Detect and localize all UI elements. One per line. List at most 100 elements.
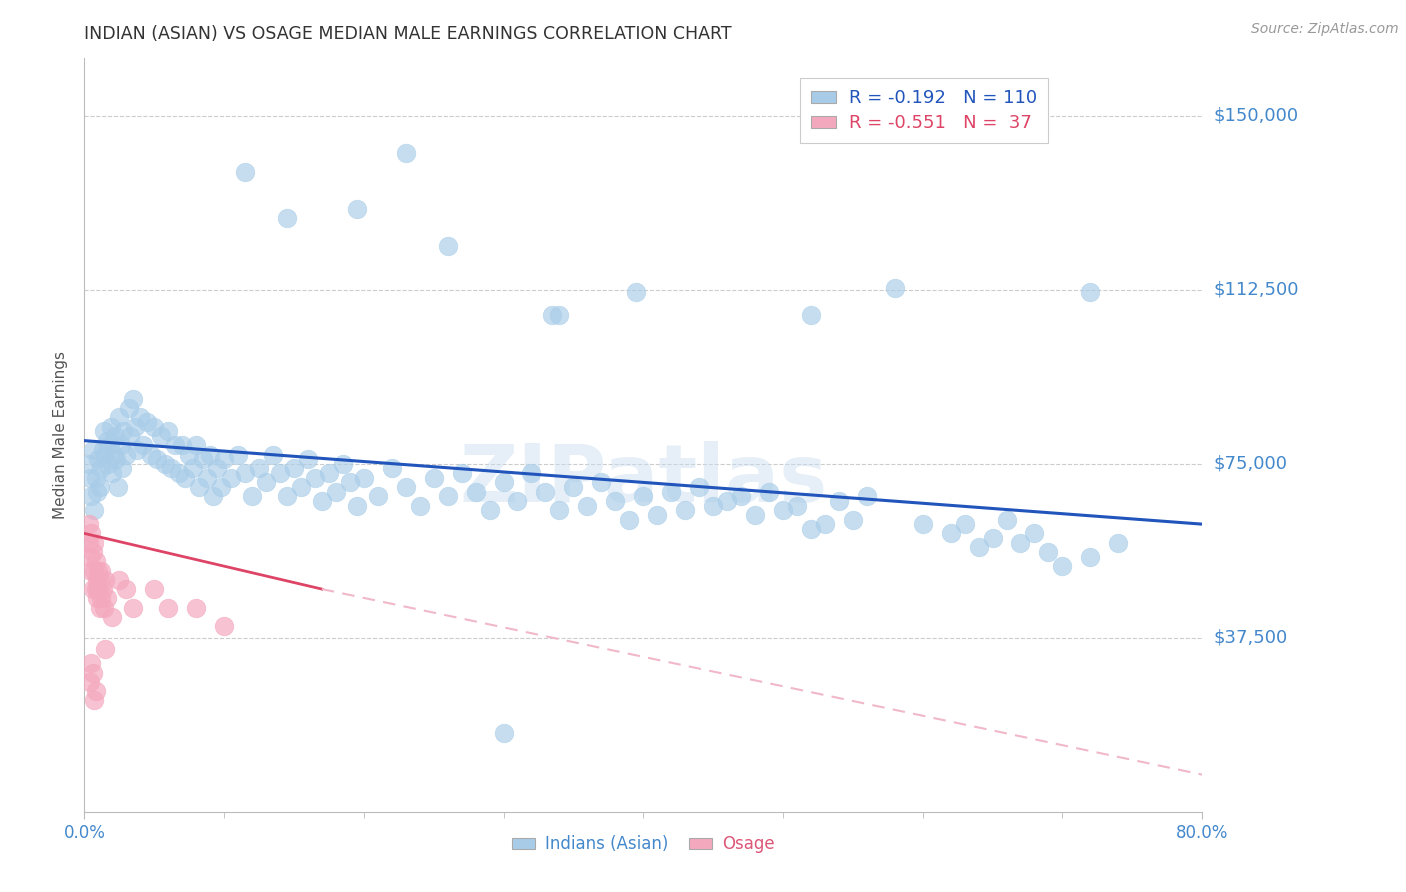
- Point: [1052, 558, 1074, 573]
- Point: [828, 494, 851, 508]
- Point: [87, 582, 110, 596]
- Point: [174, 471, 197, 485]
- Point: [619, 512, 641, 526]
- Point: [673, 503, 696, 517]
- Point: [77, 457, 100, 471]
- Point: [80, 526, 103, 541]
- Point: [688, 480, 710, 494]
- Point: [800, 522, 823, 536]
- Text: $150,000: $150,000: [1213, 107, 1298, 125]
- Point: [195, 471, 218, 485]
- Point: [79, 674, 101, 689]
- Point: [186, 438, 208, 452]
- Point: [100, 419, 122, 434]
- Point: [633, 489, 655, 503]
- Point: [127, 442, 149, 457]
- Point: [120, 429, 142, 443]
- Point: [911, 517, 934, 532]
- Point: [87, 582, 110, 596]
- Point: [86, 484, 108, 499]
- Point: [276, 211, 298, 225]
- Point: [842, 512, 865, 526]
- Point: [89, 600, 111, 615]
- Point: [87, 564, 110, 578]
- Point: [311, 494, 333, 508]
- Y-axis label: Median Male Earnings: Median Male Earnings: [53, 351, 69, 519]
- Text: $112,500: $112,500: [1213, 281, 1299, 299]
- Point: [141, 448, 163, 462]
- Point: [101, 610, 124, 624]
- Point: [464, 484, 486, 499]
- Point: [478, 503, 501, 517]
- Point: [107, 480, 129, 494]
- Point: [83, 693, 105, 707]
- Point: [716, 494, 738, 508]
- Point: [436, 239, 458, 253]
- Point: [157, 425, 180, 439]
- Point: [79, 549, 101, 564]
- Point: [325, 484, 347, 499]
- Point: [86, 573, 108, 587]
- Point: [77, 517, 100, 532]
- Point: [136, 415, 159, 429]
- Point: [506, 494, 529, 508]
- Point: [160, 461, 183, 475]
- Point: [91, 582, 114, 596]
- Point: [86, 591, 108, 606]
- Point: [91, 442, 114, 457]
- Text: INDIAN (ASIAN) VS OSAGE MEDIAN MALE EARNINGS CORRELATION CHART: INDIAN (ASIAN) VS OSAGE MEDIAN MALE EARN…: [84, 25, 733, 43]
- Point: [89, 573, 111, 587]
- Text: $37,500: $37,500: [1213, 629, 1288, 647]
- Point: [967, 541, 990, 555]
- Point: [150, 429, 173, 443]
- Point: [548, 503, 571, 517]
- Point: [87, 452, 110, 467]
- Point: [94, 448, 117, 462]
- Point: [115, 448, 138, 462]
- Point: [605, 494, 627, 508]
- Text: ZIPatlas: ZIPatlas: [460, 441, 827, 519]
- Point: [93, 600, 115, 615]
- Point: [1010, 535, 1032, 549]
- Point: [143, 582, 166, 596]
- Point: [124, 419, 146, 434]
- Point: [80, 564, 103, 578]
- Point: [186, 600, 208, 615]
- Point: [422, 471, 444, 485]
- Point: [939, 526, 962, 541]
- Point: [129, 410, 152, 425]
- Point: [240, 489, 263, 503]
- Point: [758, 484, 780, 499]
- Point: [80, 489, 103, 503]
- Point: [169, 466, 191, 480]
- Point: [332, 457, 354, 471]
- Point: [645, 508, 668, 522]
- Point: [198, 448, 221, 462]
- Point: [101, 466, 124, 480]
- Point: [183, 461, 205, 475]
- Point: [395, 146, 418, 161]
- Point: [110, 438, 132, 452]
- Point: [702, 499, 724, 513]
- Point: [146, 452, 169, 467]
- Point: [591, 475, 613, 490]
- Point: [576, 499, 599, 513]
- Point: [995, 512, 1018, 526]
- Point: [450, 466, 472, 480]
- Point: [772, 503, 794, 517]
- Point: [83, 564, 105, 578]
- Point: [79, 471, 101, 485]
- Point: [94, 642, 117, 657]
- Point: [82, 582, 104, 596]
- Point: [855, 489, 877, 503]
- Point: [83, 535, 105, 549]
- Point: [155, 457, 177, 471]
- Point: [157, 600, 180, 615]
- Point: [77, 535, 100, 549]
- Point: [1038, 545, 1060, 559]
- Point: [82, 442, 104, 457]
- Point: [108, 573, 131, 587]
- Text: $75,000: $75,000: [1213, 455, 1288, 473]
- Point: [90, 591, 112, 606]
- Point: [1107, 535, 1129, 549]
